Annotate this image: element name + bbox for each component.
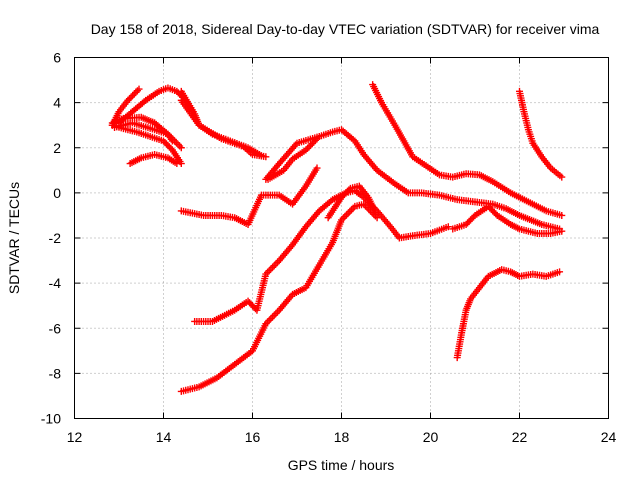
y-tick-label: -8 xyxy=(49,365,62,381)
y-tick-label: -4 xyxy=(49,275,62,291)
grid xyxy=(74,57,609,419)
data-point xyxy=(311,136,319,144)
series-arc-12 xyxy=(191,187,452,325)
series-arc-3 xyxy=(111,119,176,145)
data-point xyxy=(348,206,356,214)
series-arc-18 xyxy=(516,87,566,181)
data-point xyxy=(313,164,321,172)
x-axis-title: GPS time / hours xyxy=(288,457,395,473)
y-tick-label: 4 xyxy=(53,95,61,111)
data-point xyxy=(127,93,135,101)
data-point xyxy=(313,135,321,143)
data-point xyxy=(177,144,185,152)
series-arc-13 xyxy=(177,200,381,395)
data-point xyxy=(174,140,182,148)
y-tick-label: 6 xyxy=(53,50,61,66)
data-point xyxy=(129,92,137,100)
data-point xyxy=(346,207,354,215)
data-point xyxy=(265,267,273,275)
series-arc-5 xyxy=(126,151,181,168)
data-point xyxy=(269,263,277,271)
chart-title: Day 158 of 2018, Sidereal Day-to-day VTE… xyxy=(91,21,600,37)
x-tick-label: 22 xyxy=(512,429,528,445)
series-arc-16 xyxy=(449,202,566,237)
data-point xyxy=(133,87,141,95)
y-tick-label: -2 xyxy=(49,230,62,246)
data-point xyxy=(343,211,351,219)
data-point xyxy=(302,146,310,154)
data-point xyxy=(124,96,132,104)
data-point xyxy=(265,316,273,324)
data-point xyxy=(270,262,278,270)
data-point xyxy=(272,310,280,318)
x-tick-label: 20 xyxy=(423,429,439,445)
data-point xyxy=(558,211,566,219)
data-point xyxy=(556,268,564,276)
series-arc-9 xyxy=(262,126,564,233)
data-point xyxy=(344,209,352,217)
data-point xyxy=(373,214,381,222)
data-point xyxy=(558,173,566,181)
x-tick-label: 16 xyxy=(245,429,261,445)
series-arc-15 xyxy=(369,81,566,219)
data-point xyxy=(125,95,133,103)
x-tick-label: 24 xyxy=(601,429,617,445)
data-point xyxy=(341,213,349,221)
data-point xyxy=(262,153,270,161)
y-tick-label: -10 xyxy=(41,411,61,427)
series-arc-4 xyxy=(108,121,185,168)
data-point xyxy=(272,260,280,268)
data-point xyxy=(307,141,315,149)
data-point xyxy=(130,90,138,98)
y-tick-label: 0 xyxy=(53,185,61,201)
x-tick-label: 12 xyxy=(67,429,83,445)
data-point xyxy=(308,140,316,148)
data-point xyxy=(257,152,265,160)
data-point xyxy=(444,223,452,231)
data-marks xyxy=(108,81,566,395)
data-point xyxy=(303,144,311,152)
series-arc-17 xyxy=(453,266,564,362)
series-arc-10 xyxy=(264,135,321,183)
x-tick-label: 18 xyxy=(334,429,350,445)
data-point xyxy=(135,85,143,93)
data-point xyxy=(269,313,277,321)
data-point xyxy=(270,311,278,319)
series-arc-11 xyxy=(177,164,321,228)
y-tick-label: -6 xyxy=(49,320,62,336)
data-point xyxy=(305,143,313,151)
data-point xyxy=(172,139,180,147)
y-axis-title: SDTVAR / TECUs xyxy=(6,182,22,294)
series-arc-8 xyxy=(177,87,265,160)
data-point xyxy=(310,138,318,146)
y-tick-label: 2 xyxy=(53,140,61,156)
data-point xyxy=(168,137,176,145)
data-point xyxy=(132,88,140,96)
data-point xyxy=(345,186,353,194)
x-tick-label: 14 xyxy=(156,429,172,445)
data-point xyxy=(558,227,566,235)
data-point xyxy=(267,315,275,323)
data-point xyxy=(173,160,181,168)
data-point xyxy=(267,265,275,273)
data-point xyxy=(176,142,184,150)
series-arc-14 xyxy=(324,182,379,222)
data-point xyxy=(371,207,379,215)
